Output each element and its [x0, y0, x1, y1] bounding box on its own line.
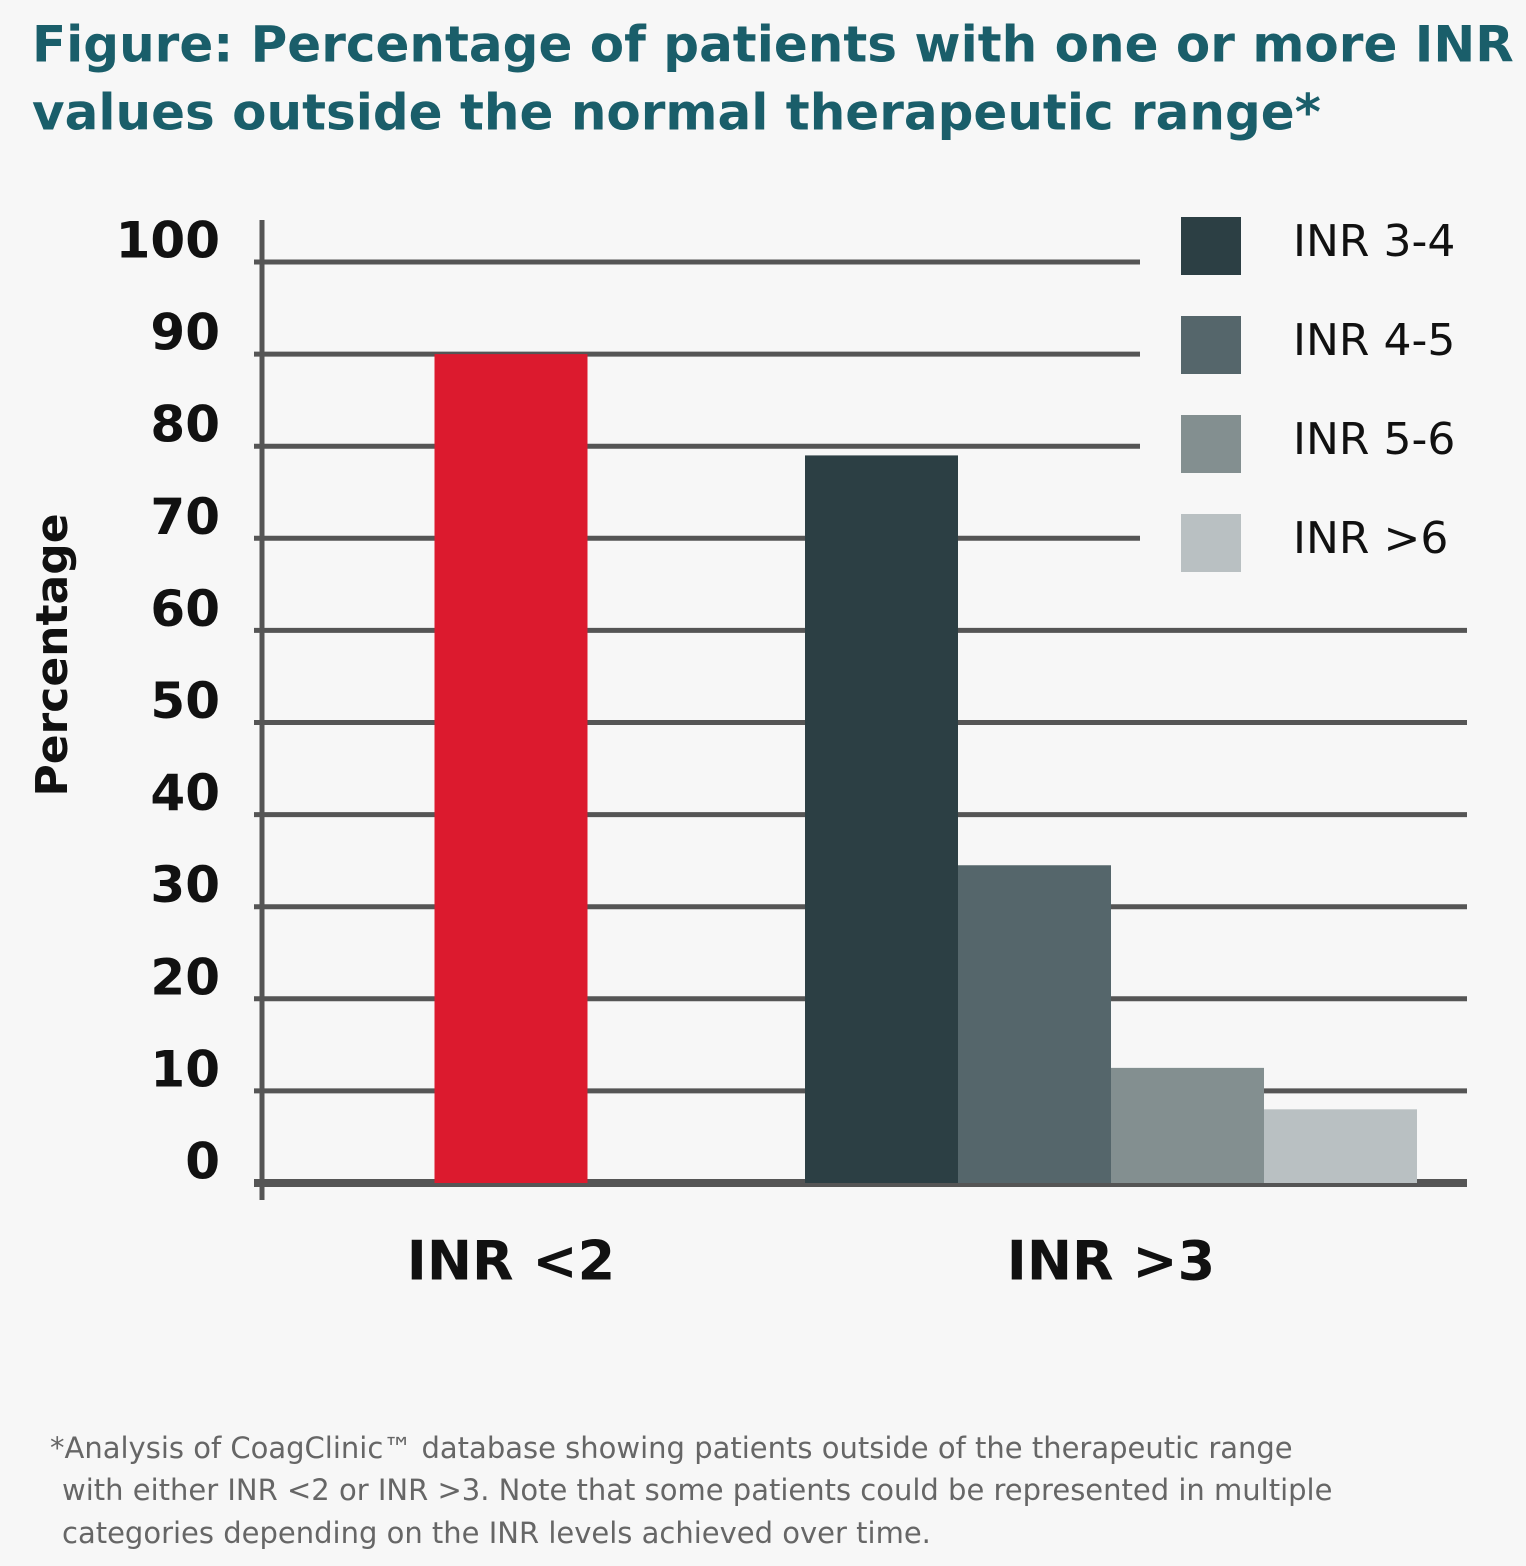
y-tick-label: 70: [150, 488, 220, 546]
y-tick-label: 40: [150, 764, 220, 822]
bar: [434, 354, 588, 1184]
bar: [1264, 1109, 1417, 1183]
bar: [958, 865, 1111, 1183]
y-tick-label: 0: [185, 1133, 220, 1191]
legend-label: INR 4-5: [1293, 315, 1455, 366]
chart-title: values outside the normal therapeutic ra…: [32, 84, 1321, 142]
y-tick-label: 60: [150, 580, 220, 638]
legend-swatch: [1181, 316, 1241, 374]
footnote: categories depending on the INR levels a…: [62, 1516, 931, 1550]
bar: [805, 455, 958, 1183]
legend-swatch: [1181, 217, 1241, 275]
y-tick-label: 10: [150, 1040, 220, 1098]
legend-swatch: [1181, 514, 1241, 572]
x-tick-label: INR >3: [1007, 1230, 1216, 1293]
legend-swatch: [1181, 415, 1241, 473]
legend-label: INR 5-6: [1293, 414, 1455, 465]
x-tick-label: INR <2: [407, 1230, 616, 1293]
y-tick-label: 80: [150, 396, 220, 454]
legend-label: INR 3-4: [1293, 216, 1455, 267]
bar: [1111, 1067, 1264, 1183]
y-tick-label: 20: [150, 948, 220, 1006]
y-tick-label: 50: [150, 672, 220, 730]
chart-title: Figure: Percentage of patients with one …: [32, 16, 1514, 74]
footnote: with either INR <2 or INR >3. Note that …: [62, 1473, 1332, 1507]
legend-label: INR >6: [1293, 513, 1448, 564]
footnote: *Analysis of CoagClinic™ database showin…: [50, 1431, 1293, 1465]
y-tick-label: 90: [150, 304, 220, 362]
y-axis-label: Percentage: [27, 513, 78, 796]
y-tick-label: 100: [116, 212, 220, 270]
y-tick-label: 30: [150, 856, 220, 914]
